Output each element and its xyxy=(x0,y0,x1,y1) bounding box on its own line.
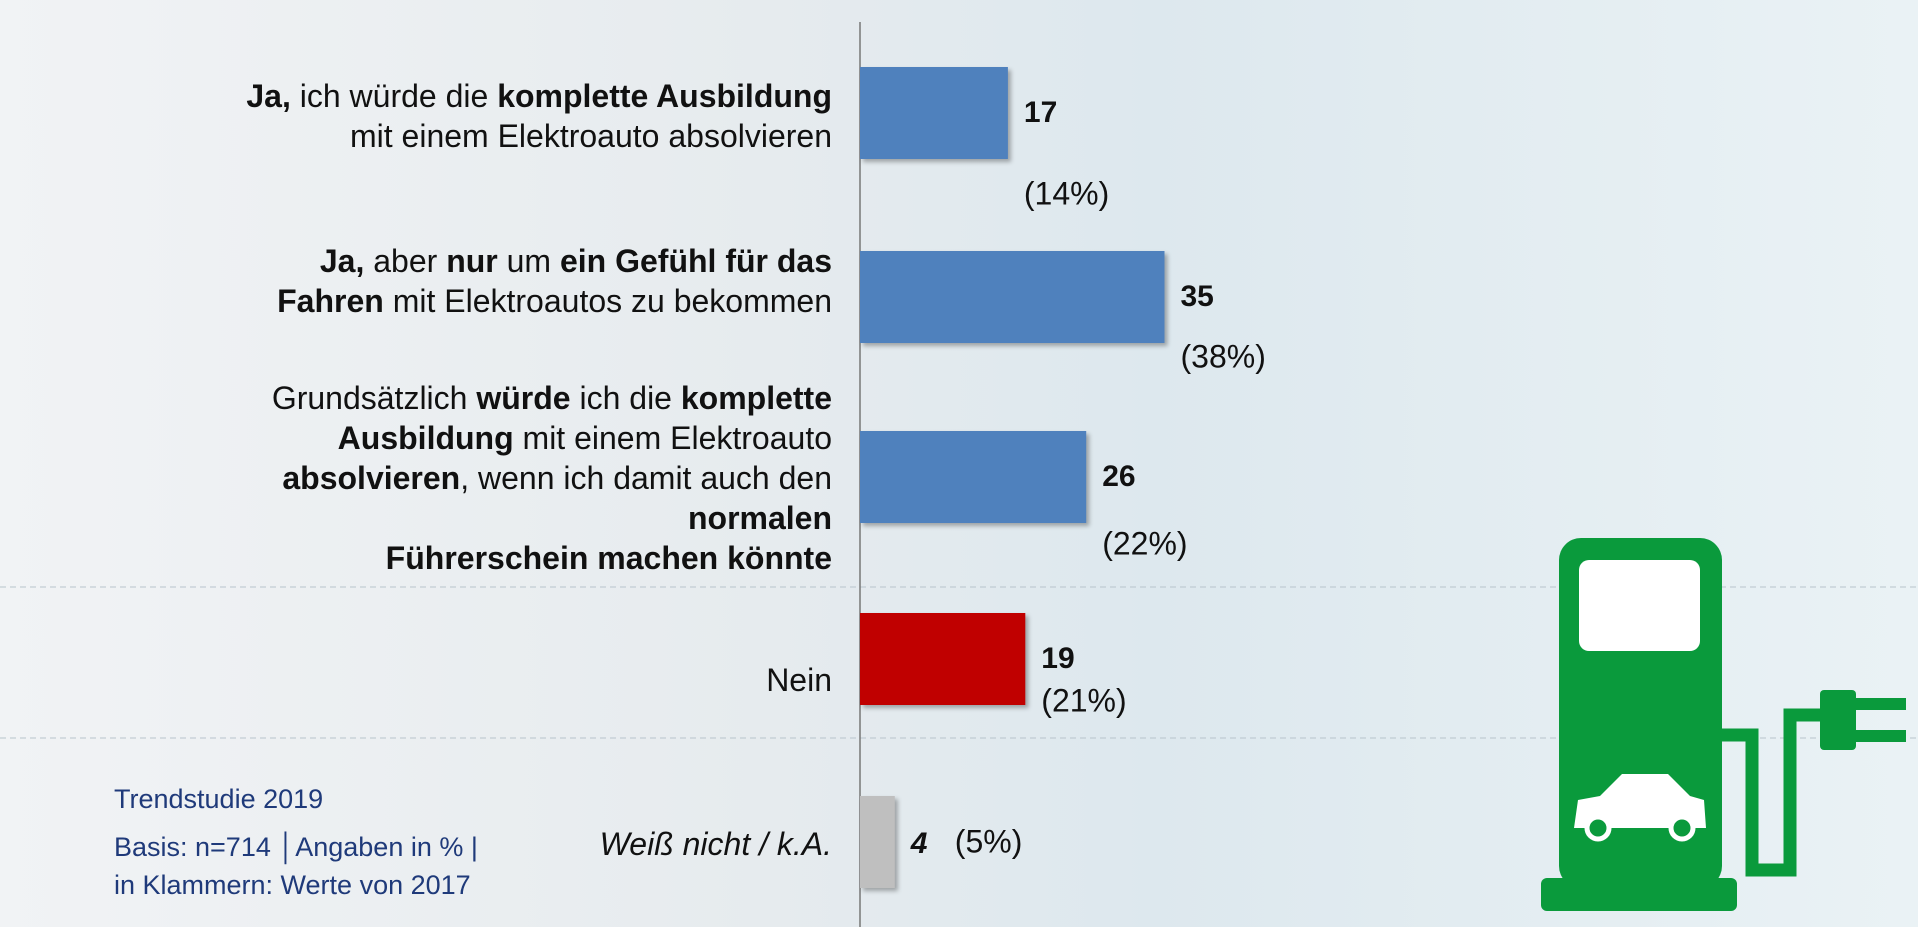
label-text: normalen xyxy=(687,500,832,536)
label-line: Nein xyxy=(766,660,832,700)
label-line: absolvieren, wenn ich damit auch den xyxy=(272,458,832,498)
label-line: Ja, aber nur um ein Gefühl für das xyxy=(277,241,832,281)
label-line: Weiß nicht / k.A. xyxy=(600,824,832,864)
label-text: um xyxy=(497,243,560,279)
notes: Trendstudie 2019 Basis: n=714 │Angaben i… xyxy=(114,780,484,914)
previous-value-label: (5%) xyxy=(954,823,1023,860)
bar xyxy=(860,431,1087,523)
label-line: mit einem Elektroauto absolvieren xyxy=(246,116,832,156)
label-text: absolvieren xyxy=(282,460,461,496)
label-line: Grundsätzlich würde ich die komplette xyxy=(272,378,832,418)
bar xyxy=(860,613,1026,705)
label-text: ich die xyxy=(570,380,681,416)
label-text: Ja, xyxy=(319,243,365,279)
previous-value-label: (21%) xyxy=(1041,682,1127,719)
label-text: Führerschein machen könnte xyxy=(385,540,832,576)
category-label: Ja, ich würde die komplette Ausbildung mi… xyxy=(246,76,832,156)
label-line: normalen xyxy=(272,498,832,538)
label-text: ein Gefühl für das xyxy=(559,243,832,279)
value-label: 19 xyxy=(1041,642,1075,675)
note: Basis: n=714 │Angaben in % | in Klammern… xyxy=(114,832,478,900)
note: Trendstudie 2019 xyxy=(114,784,324,814)
category-label: Ja, aber nur um ein Gefühl für das Fahren… xyxy=(277,241,832,321)
label-line: Fahren mit Elektroautos zu bekommen xyxy=(277,281,832,321)
charging-icon xyxy=(1541,538,1906,911)
label-text: mit einem Elektroauto xyxy=(513,420,832,456)
label-text: komplette xyxy=(680,380,832,416)
previous-value-label: (22%) xyxy=(1102,525,1188,562)
label-text: würde xyxy=(476,380,571,416)
bar xyxy=(860,796,895,888)
label-text: Grundsätzlich xyxy=(271,380,477,416)
label-text: mit einem Elektroauto absolvieren xyxy=(349,118,832,154)
label-line: Ausbildung mit einem Elektroauto xyxy=(272,418,832,458)
value-label: 4 xyxy=(910,827,928,860)
value-label: 17 xyxy=(1023,96,1058,129)
category-label: Weiß nicht / k.A. xyxy=(600,824,832,864)
label-text: aber xyxy=(364,243,447,279)
label-text: Nein xyxy=(766,662,832,698)
bar xyxy=(860,251,1165,343)
category-label: Grundsätzlich würde ich die komplette Aus… xyxy=(272,378,832,578)
label-text: Ausbildung xyxy=(337,420,514,456)
label-text: , wenn ich damit auch den xyxy=(460,460,832,496)
label-line: Ja, ich würde die komplette Ausbildung xyxy=(246,76,832,116)
bar xyxy=(860,67,1008,159)
label-line: Führerschein machen könnte xyxy=(272,538,832,578)
label-text: Ja, xyxy=(246,78,291,114)
label-text: ich würde die xyxy=(290,78,498,114)
previous-value-label: (14%) xyxy=(1023,175,1110,212)
value-label: 26 xyxy=(1102,460,1136,493)
label-text: komplette Ausbildung xyxy=(497,78,832,114)
label-text: Weiß nicht / k.A. xyxy=(599,826,832,862)
category-label: Nein xyxy=(766,660,832,700)
label-text: Fahren xyxy=(277,283,384,319)
label-text: nur xyxy=(446,243,498,279)
label-text: mit Elektroautos zu bekommen xyxy=(383,283,832,319)
previous-value-label: (38%) xyxy=(1180,338,1266,375)
value-label: 35 xyxy=(1180,280,1214,313)
